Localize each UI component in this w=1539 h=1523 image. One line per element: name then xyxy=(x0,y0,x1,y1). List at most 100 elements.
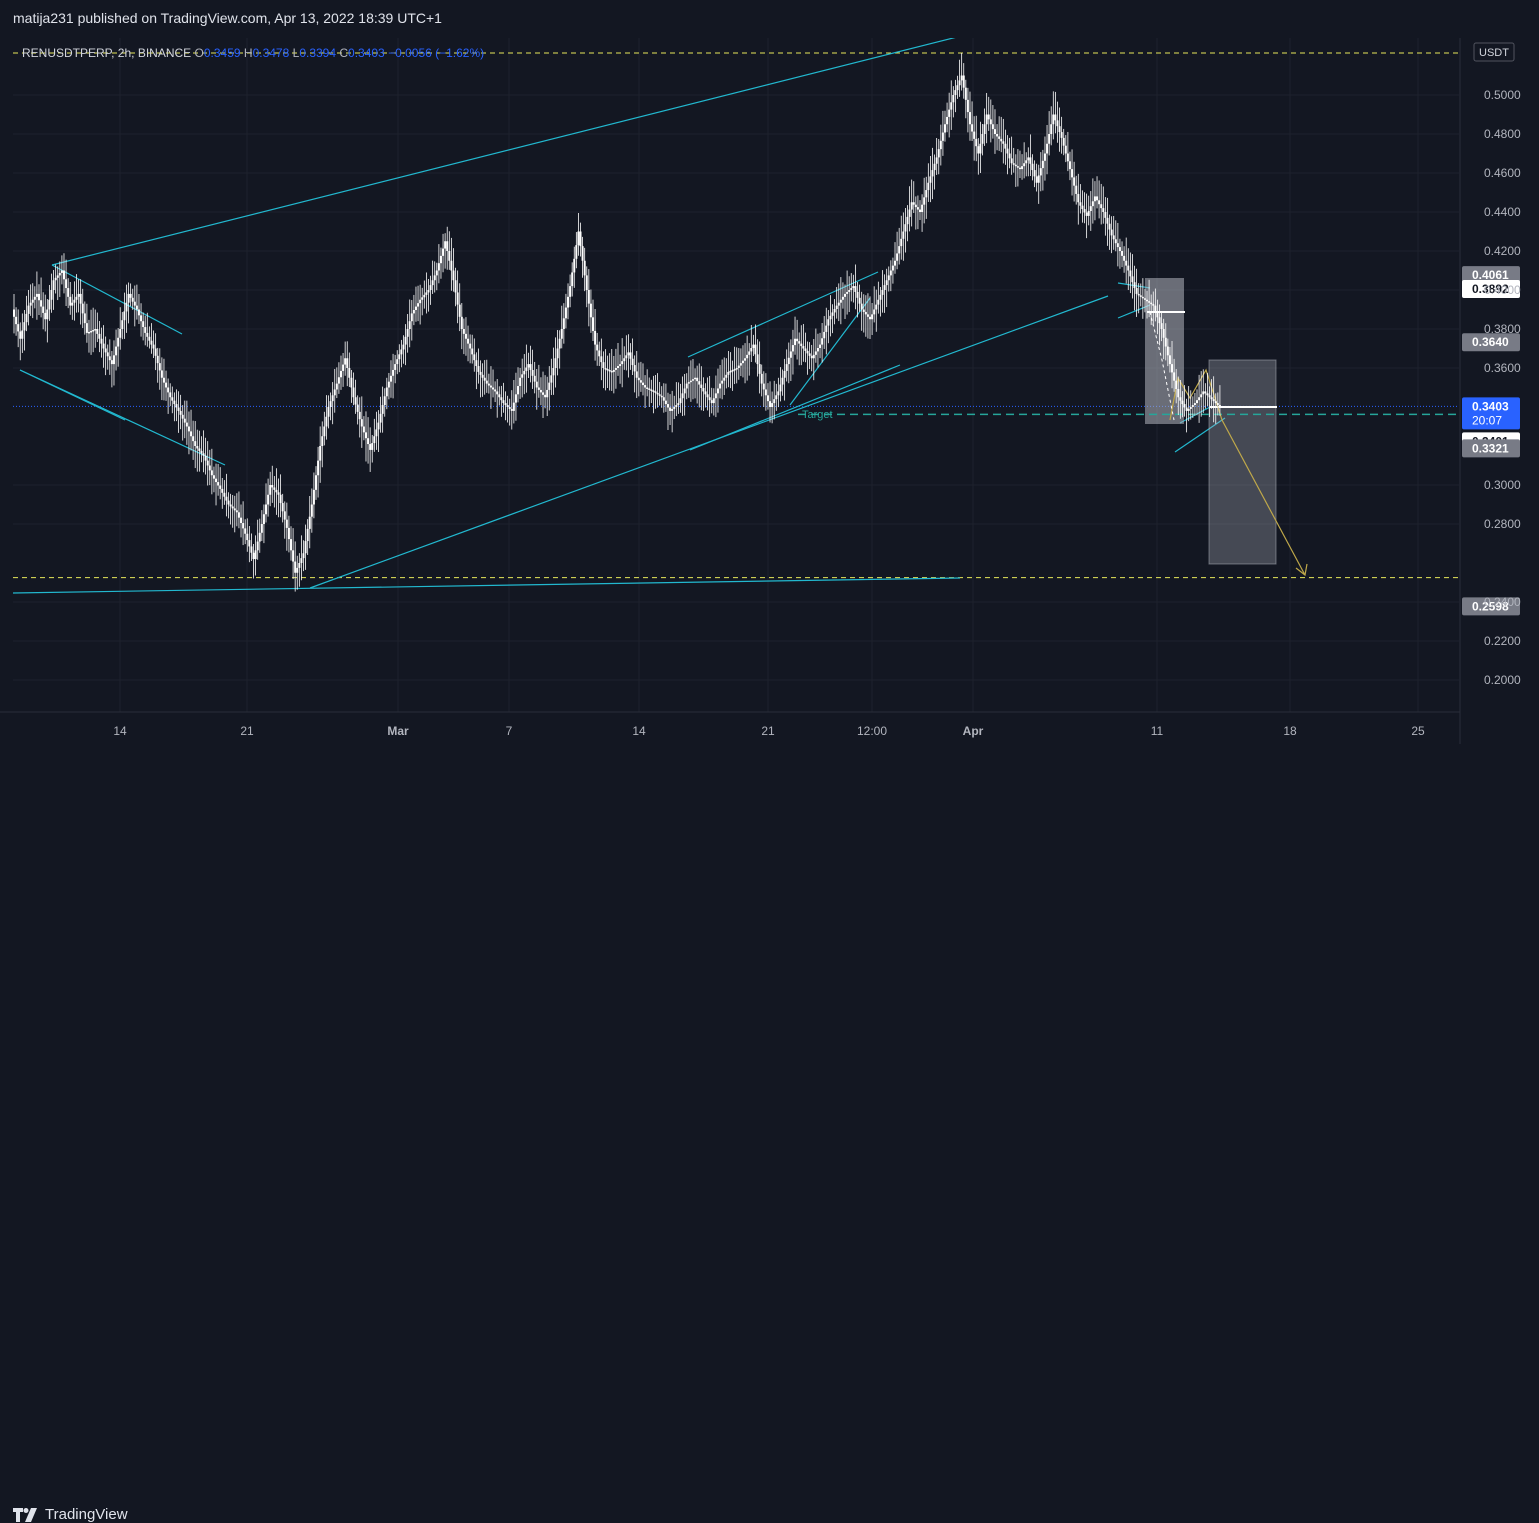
candle-body xyxy=(762,383,765,390)
price-label-box[interactable] xyxy=(1462,397,1520,430)
candle-body xyxy=(1027,157,1030,161)
trend-line[interactable] xyxy=(19,369,126,421)
candle-body xyxy=(973,131,976,139)
tradingview-brand[interactable]: TradingView xyxy=(13,1506,128,1523)
candle-body xyxy=(17,324,20,332)
candle-body xyxy=(117,337,120,347)
candle-body xyxy=(831,312,834,316)
trend-line[interactable] xyxy=(789,297,871,406)
price-chart[interactable]: Target 0.40610.38920.36400.340320:070.34… xyxy=(0,34,1539,744)
candle-body xyxy=(1081,205,1084,210)
candle-body xyxy=(144,327,147,333)
projection-box[interactable] xyxy=(1208,359,1277,565)
candle-body xyxy=(292,550,295,562)
candle-body xyxy=(869,316,872,320)
candle-body xyxy=(348,368,351,378)
candle-body xyxy=(1039,168,1042,176)
trend-line[interactable] xyxy=(687,271,879,358)
candle-body xyxy=(137,309,140,316)
candle-body xyxy=(698,381,701,385)
candle-body xyxy=(1089,206,1092,212)
candle-body xyxy=(814,351,817,355)
candle-body xyxy=(979,143,982,154)
candle-body xyxy=(975,138,978,147)
candle-body xyxy=(1152,304,1155,306)
price-label-box[interactable] xyxy=(1462,280,1520,299)
candle-body xyxy=(402,344,405,350)
trend-line[interactable] xyxy=(51,34,966,266)
candle-body xyxy=(641,382,644,386)
price-label-box[interactable] xyxy=(1462,439,1520,458)
price-label-box[interactable] xyxy=(1462,266,1520,285)
chart-background xyxy=(0,38,1539,744)
candle-body xyxy=(262,514,265,524)
candle-body xyxy=(625,355,628,359)
candle-body xyxy=(775,395,778,400)
candle-body xyxy=(92,329,95,332)
drop-arrow[interactable] xyxy=(1149,311,1175,421)
candle-body xyxy=(896,253,899,261)
candle-body xyxy=(1166,346,1169,356)
candle-body xyxy=(725,374,728,378)
symbol-name[interactable]: RENUSDTPERP, 2h, BINANCE xyxy=(22,46,192,60)
candle-body xyxy=(558,338,561,349)
projection-arrowhead[interactable] xyxy=(1295,563,1308,577)
candle-body xyxy=(433,275,436,281)
overlay-layer[interactable]: 0.40610.38920.36400.340320:070.34010.332… xyxy=(1462,266,1520,616)
candle-body xyxy=(452,270,455,281)
price-label-box[interactable] xyxy=(1462,333,1520,352)
x-tick-label: 14 xyxy=(113,724,127,738)
trend-line[interactable] xyxy=(689,364,901,451)
candle-body xyxy=(69,296,72,306)
candle-body xyxy=(473,354,476,361)
candle-body xyxy=(333,389,336,396)
y-tick-label: 0.3000 xyxy=(1484,478,1521,492)
candle-body xyxy=(308,516,311,529)
candle-body xyxy=(121,320,124,329)
candle-body xyxy=(179,410,182,415)
open-value: 0.3459 xyxy=(203,46,241,60)
candle-body xyxy=(342,364,345,371)
candle-body xyxy=(596,344,599,351)
candle-body xyxy=(471,348,474,355)
candle-body xyxy=(204,455,207,461)
candle-body xyxy=(1158,317,1161,324)
candle-body xyxy=(1208,395,1211,398)
candle-body xyxy=(1212,399,1215,402)
y-tick-label: 0.3800 xyxy=(1484,322,1521,336)
candle-body xyxy=(265,504,268,515)
symbol-legend[interactable]: RENUSDTPERP, 2h, BINANCE O0.3459 H0.3478… xyxy=(22,46,484,60)
candle-body xyxy=(623,358,626,362)
candle-body xyxy=(1202,391,1205,395)
candle-body xyxy=(960,75,963,81)
candle-body xyxy=(335,383,338,390)
candle-body xyxy=(171,397,174,401)
candle-body xyxy=(991,124,994,130)
candle-body xyxy=(190,431,193,437)
trend-line[interactable] xyxy=(51,264,183,335)
candle-body xyxy=(196,446,199,449)
candle-body xyxy=(1083,209,1086,213)
axes-layer: 0.50000.48000.46000.44000.42000.40000.38… xyxy=(0,38,1521,744)
candle-body xyxy=(1056,120,1059,127)
trend-line[interactable] xyxy=(12,577,961,594)
candle-body xyxy=(1110,229,1113,236)
price-label-box[interactable] xyxy=(1462,597,1520,616)
candle-body xyxy=(614,368,617,370)
candle-body xyxy=(744,358,747,361)
candle-body xyxy=(677,403,680,406)
chart-area[interactable]: Target 0.40610.38920.36400.340320:070.34… xyxy=(0,34,1539,744)
price-label: 0.3892 xyxy=(1472,282,1509,296)
candle-body xyxy=(219,485,222,489)
candle-body xyxy=(958,80,961,86)
candle-body xyxy=(467,338,470,344)
candle-body xyxy=(319,446,322,461)
candle-body xyxy=(968,112,971,125)
candle-body xyxy=(652,390,655,392)
trend-line[interactable] xyxy=(1174,417,1226,453)
candle-body xyxy=(908,209,911,217)
candle-body xyxy=(154,348,157,356)
candle-body xyxy=(923,197,926,205)
candle-body xyxy=(789,351,792,358)
candle-body xyxy=(783,370,786,378)
